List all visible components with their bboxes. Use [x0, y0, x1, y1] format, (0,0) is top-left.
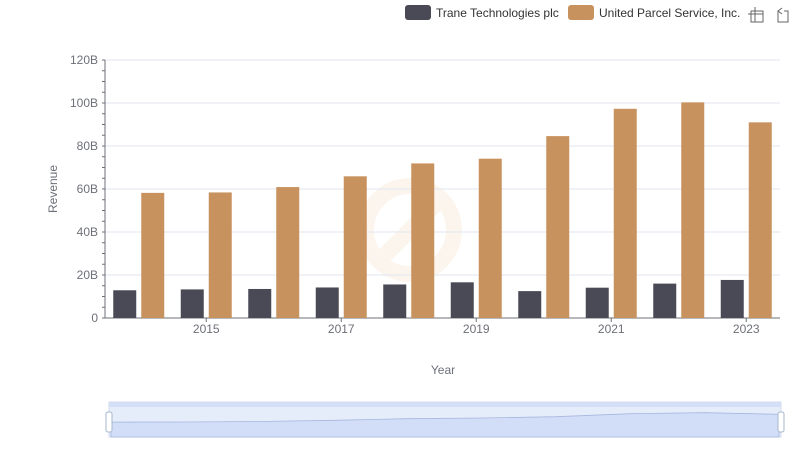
- bar-trane-2023[interactable]: [720, 279, 744, 318]
- bar-trane-2021[interactable]: [585, 287, 609, 318]
- bar-trane-2014[interactable]: [113, 290, 137, 318]
- bar-trane-2019[interactable]: [450, 282, 474, 318]
- legend-item-trane[interactable]: Trane Technologies plc: [405, 5, 559, 20]
- legend-label-trane: Trane Technologies plc: [436, 6, 559, 20]
- bar-ups-2017[interactable]: [343, 176, 367, 318]
- data-zoom-handle-right[interactable]: [777, 411, 785, 433]
- x-tick-label: 2023: [733, 322, 760, 336]
- bar-ups-2015[interactable]: [208, 192, 232, 318]
- bar-ups-2014[interactable]: [141, 192, 165, 318]
- bar-ups-2022[interactable]: [681, 102, 705, 318]
- y-axis: 0 20B 40B 60B 80B 100B 120B: [70, 53, 106, 325]
- y-tick-label: 20B: [77, 268, 98, 282]
- bar-ups-2016[interactable]: [276, 187, 300, 318]
- bar-ups-2021[interactable]: [613, 108, 637, 319]
- x-axis-title: Year: [431, 363, 455, 377]
- x-tick-label: 2019: [463, 322, 490, 336]
- y-tick-label: 40B: [77, 225, 98, 239]
- x-tick-label: 2017: [328, 322, 355, 336]
- data-zoom-slider[interactable]: [105, 401, 785, 438]
- bar-trane-2018[interactable]: [383, 284, 407, 318]
- data-zoom-top-bar[interactable]: [109, 402, 781, 407]
- legend-swatch-ups: [568, 5, 594, 20]
- restore-icon[interactable]: [777, 7, 789, 23]
- bar-ups-2018[interactable]: [411, 163, 435, 318]
- legend-swatch-trane: [405, 5, 431, 20]
- bar-ups-2019[interactable]: [478, 158, 502, 318]
- bar-trane-2017[interactable]: [315, 287, 339, 318]
- x-tick-label: 2015: [193, 322, 220, 336]
- bar-trane-2016[interactable]: [248, 288, 272, 318]
- x-tick-label: 2021: [598, 322, 625, 336]
- bar-trane-2022[interactable]: [653, 283, 677, 318]
- y-tick-label: 120B: [70, 53, 98, 67]
- watermark-logo: [358, 178, 462, 282]
- zoom-icon[interactable]: [748, 7, 764, 23]
- bar-ups-2023[interactable]: [748, 122, 772, 318]
- bar-trane-2020[interactable]: [518, 291, 542, 318]
- grid: [105, 59, 780, 276]
- bar-ups-2020[interactable]: [546, 136, 570, 318]
- y-tick-label: 60B: [77, 182, 98, 196]
- legend: Trane Technologies plc United Parcel Ser…: [405, 5, 740, 20]
- bar-trane-2015[interactable]: [180, 289, 204, 318]
- y-tick-label: 0: [91, 311, 98, 325]
- data-zoom-handle-left[interactable]: [105, 411, 113, 433]
- y-tick-label: 100B: [70, 96, 98, 110]
- bars: [113, 102, 772, 319]
- y-tick-label: 80B: [77, 139, 98, 153]
- y-axis-title: Revenue: [46, 165, 60, 213]
- legend-label-ups: United Parcel Service, Inc.: [599, 6, 740, 20]
- legend-item-ups[interactable]: United Parcel Service, Inc.: [568, 5, 740, 20]
- x-axis: 2015 2017 2019 2021 2023: [105, 317, 780, 336]
